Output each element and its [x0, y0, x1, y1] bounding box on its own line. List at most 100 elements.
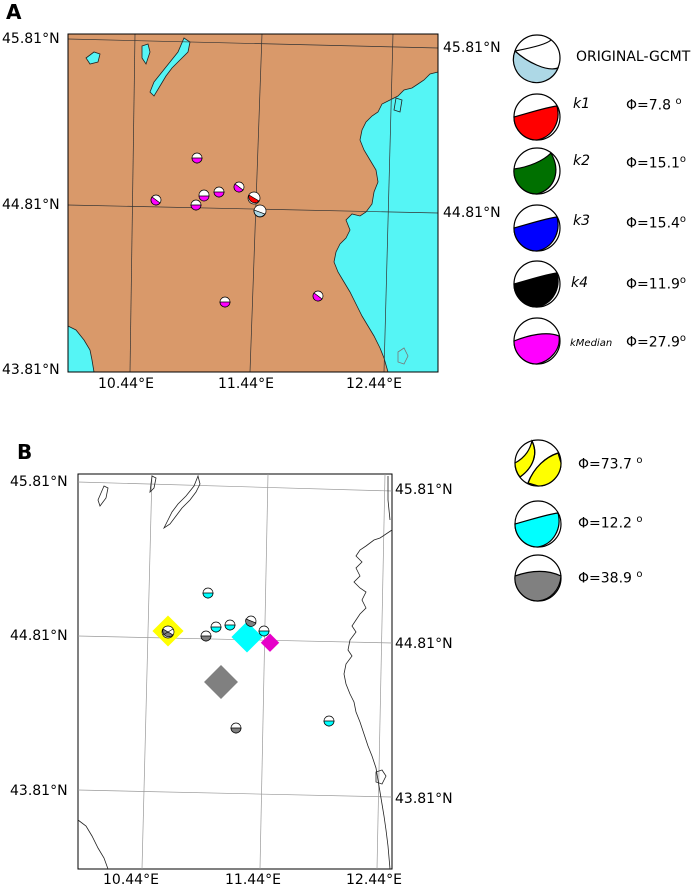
legend-ball-gcmt — [512, 34, 561, 84]
panel-a-lat-top-right: 45.81°N — [443, 40, 501, 56]
degree-sup: o — [679, 275, 687, 286]
beachball-a10 — [312, 290, 324, 302]
panel-b-legend-balls — [514, 439, 562, 602]
beachball-b9 — [323, 715, 335, 727]
panel-a-lake-small-1 — [85, 51, 101, 65]
legend-ball-k1 — [513, 93, 561, 141]
degree-sup: o — [636, 455, 643, 466]
panel-b-lat-bottom-left: 43.81°N — [10, 783, 68, 799]
legend-ball-cyan — [514, 500, 562, 548]
legend-ball-yellow — [514, 439, 562, 487]
panel-b-letter: B — [17, 440, 33, 464]
panel-a-lat-mid-left: 44.81°N — [2, 197, 60, 213]
legend-label-gcmt: ORIGINAL-GCMT — [576, 49, 691, 65]
legend-label-k3: k3 — [573, 213, 591, 229]
legend-phi-cyan: Φ=12.2 o — [578, 514, 643, 532]
degree-sup: o — [675, 96, 682, 107]
panel-b-lon-2: 11.44°E — [225, 872, 281, 888]
panel-a-beachballs — [150, 152, 324, 308]
beachball-b2 — [161, 625, 175, 639]
panel-a-legend-balls — [512, 34, 561, 365]
legend-phi-k2: Φ=15.1o — [626, 154, 686, 172]
phi-value: Φ=7.8 — [626, 97, 672, 114]
panel-b-lon-1: 10.44°E — [103, 872, 159, 888]
panel-b-coast-ligurian — [77, 819, 109, 870]
phi-value: Φ=38.9 — [578, 570, 632, 587]
panel-b-coastline — [77, 474, 393, 870]
legend-phi-k3: Φ=15.4o — [626, 214, 686, 232]
beachball-a5 — [213, 186, 225, 198]
beachball-b6 — [245, 615, 257, 627]
panel-a-lake-garda — [149, 37, 191, 97]
degree-sup: o — [679, 154, 687, 165]
panel-a-lon-1: 10.44°E — [98, 376, 154, 392]
panel-b-lake-small — [97, 485, 109, 507]
panel-a-lat-mid-right: 44.81°N — [443, 205, 501, 221]
degree-sup: o — [636, 514, 643, 525]
degree-sup: o — [636, 569, 643, 580]
panel-a-lon-3: 12.44°E — [346, 376, 402, 392]
panel-a-lagoon-2 — [397, 347, 409, 365]
beachball-a4 — [190, 199, 202, 211]
legend-label-kmedian: kMedian — [570, 338, 613, 349]
panel-b-lat-bottom-right: 43.81°N — [395, 791, 453, 807]
panel-a-lat-top-left: 45.81°N — [2, 31, 60, 47]
panel-a-frame — [67, 33, 439, 373]
panel-a-lon-2: 11.44°E — [218, 376, 274, 392]
panel-b-coast-adriatic — [343, 529, 393, 870]
diamond-magenta — [260, 633, 280, 652]
panel-a-sea-adriatic — [333, 71, 439, 373]
beachball-a1 — [191, 152, 203, 164]
phi-value: Φ=15.1 — [626, 155, 680, 172]
phi-value: Φ=15.4 — [626, 215, 680, 232]
legend-phi-k4: Φ=11.9o — [626, 275, 686, 293]
legend-label-k2: k2 — [573, 153, 591, 169]
diamond-gray — [204, 665, 238, 699]
panel-b-frame — [77, 473, 393, 870]
panel-a-letter: A — [6, 0, 22, 24]
beachball-b7 — [258, 625, 270, 637]
legend-ball-k3 — [513, 204, 561, 252]
panel-a-lake-small-2 — [141, 43, 151, 65]
beachball-a8 — [253, 204, 267, 218]
panel-a-lagoon — [393, 97, 403, 113]
panel-b-lat-top-right: 45.81°N — [395, 482, 453, 498]
beachball-a3 — [198, 189, 210, 202]
degree-sup: o — [679, 333, 687, 344]
panel-b-lat-mid-left: 44.81°N — [10, 628, 68, 644]
beachball-b4 — [210, 621, 222, 633]
panel-b-lagoon — [375, 769, 387, 785]
legend-label-k4: k4 — [571, 275, 589, 291]
beachball-a7 — [247, 191, 261, 205]
legend-label-k1: k1 — [573, 96, 591, 112]
panel-b-lat-top-left: 45.81°N — [10, 474, 68, 490]
panel-b-graticule — [77, 473, 393, 870]
panel-b-lon-3: 12.44°E — [346, 872, 402, 888]
legend-ball-kmedian — [513, 317, 561, 365]
legend-phi-yellow: Φ=73.7 o — [578, 455, 643, 473]
beachball-a2 — [150, 194, 162, 206]
beachball-a9 — [219, 296, 231, 308]
beachball-b5 — [224, 619, 236, 631]
panel-b-lake-garda — [162, 474, 201, 530]
panel-a-map — [67, 33, 439, 373]
phi-value: Φ=12.2 — [578, 515, 632, 532]
beachball-a6 — [233, 181, 245, 193]
beachball-b3 — [200, 630, 212, 642]
legend-ball-gray — [514, 554, 562, 602]
legend-phi-gray: Φ=38.9 o — [578, 569, 643, 587]
legend-phi-kmedian: Φ=27.9o — [626, 333, 686, 351]
beachball-b8 — [230, 722, 242, 734]
panel-a-lat-bottom-left: 43.81°N — [2, 362, 60, 378]
phi-value: Φ=73.7 — [578, 456, 632, 473]
legend-ball-k4 — [513, 260, 561, 308]
panel-b-coast-adriatic-2 — [387, 476, 391, 521]
panel-b-lake-small-2 — [149, 475, 157, 494]
phi-value: Φ=11.9 — [626, 276, 680, 293]
panel-b-beachballs — [161, 587, 335, 734]
degree-sup: o — [679, 214, 687, 225]
phi-value: Φ=27.9 — [626, 334, 680, 351]
panel-b-lat-mid-right: 44.81°N — [395, 636, 453, 652]
beachball-b1 — [202, 587, 214, 599]
